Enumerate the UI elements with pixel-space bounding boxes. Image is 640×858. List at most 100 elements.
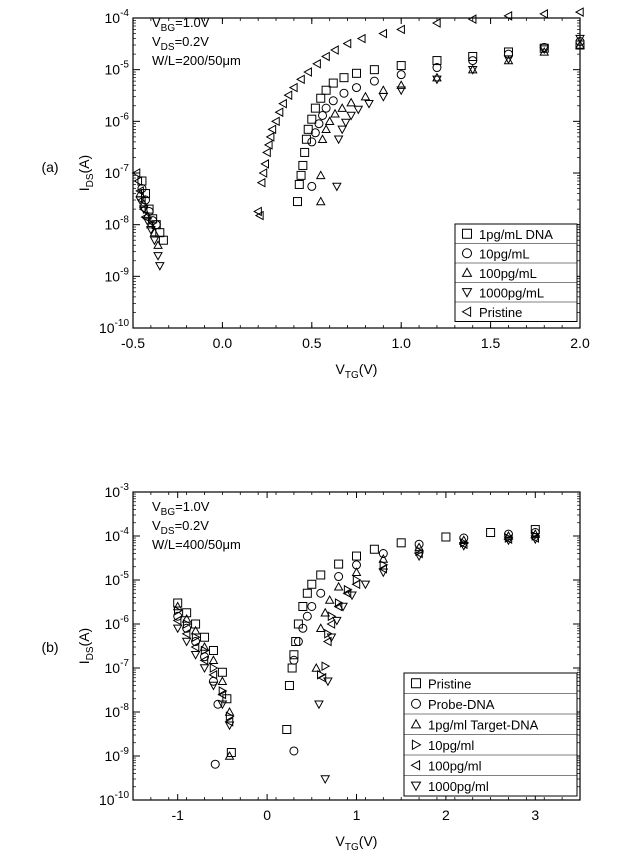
data-point [154,253,162,260]
data-point [379,550,387,558]
condition-annotation: VDS=0.2V [152,34,209,53]
data-point [288,664,296,672]
legend-label: 100pg/ml [428,758,482,773]
data-point [342,119,350,126]
data-point [297,171,305,179]
condition-annotation: W/L=200/50μm [152,53,241,68]
data-point [322,52,329,60]
data-point [340,89,348,97]
data-point [223,695,231,703]
data-point [297,75,304,83]
data-point [276,108,283,116]
data-point [317,589,325,597]
data-point [267,133,274,141]
data-point [338,104,346,111]
data-point [347,112,355,119]
x-tick-label: 0.0 [213,335,233,351]
data-point [322,662,329,670]
data-point [268,125,275,133]
y-tick-label: 10-9 [105,746,130,764]
data-point [218,677,226,684]
data-point [317,198,325,205]
y-axis-label: IDS(A) [76,155,96,191]
data-point [442,533,450,541]
data-point [361,581,369,588]
data-point [335,560,343,568]
data-point [379,86,387,93]
data-point [329,97,337,105]
data-point [279,100,286,108]
data-point [299,602,307,610]
x-tick-label: -0.5 [121,335,145,351]
legend-label: Probe-DNA [428,697,495,712]
data-point [209,656,217,663]
data-point [294,638,302,646]
y-tick-label: 10-3 [105,482,130,500]
data-point [304,68,311,76]
data-point [353,552,361,560]
data-point [365,100,373,107]
data-point [192,652,200,659]
x-axis-label: VTG(V) [336,833,378,853]
data-point [335,573,343,581]
y-tick-label: 10-7 [105,163,130,181]
data-point [285,682,293,690]
data-point [540,10,547,18]
data-point [340,74,348,82]
x-tick-label: 0.5 [302,335,322,351]
panel-label: (b) [41,639,58,655]
data-point [319,111,327,119]
data-point [370,77,378,85]
data-point [308,580,316,588]
data-point [303,612,311,620]
y-axis-label: IDS(A) [76,628,96,664]
data-point [397,62,405,70]
data-point [348,592,356,599]
y-tick-label: 10-4 [105,8,130,26]
legend-label: 1pg/ml Target-DNA [428,717,539,732]
y-tick-label: 10-8 [105,702,130,720]
chart-panel-a: -0.50.00.51.01.52.010-1010-910-810-710-6… [41,8,590,381]
data-point [353,69,361,77]
data-point [183,638,191,645]
condition-annotation: VDS=0.2V [152,518,209,537]
data-point [397,539,405,547]
data-point [327,620,334,628]
x-tick-label: 1.5 [481,335,501,351]
data-point [290,656,298,664]
data-point [333,183,341,190]
data-point [335,583,343,590]
data-point [317,94,325,102]
data-point [317,171,325,178]
panel-label: (a) [41,159,58,175]
data-point [272,117,279,125]
data-point [370,66,378,74]
legend-label: 10pg/mL [479,246,530,261]
data-point [576,8,583,16]
data-point [159,236,167,244]
data-point [370,545,378,553]
data-point [331,46,338,54]
y-tick-label: 10-6 [105,111,130,129]
x-tick-label: -1 [171,807,184,823]
legend-label: Pristine [479,305,522,320]
x-tick-label: 1 [353,807,361,823]
data-point [322,104,330,112]
data-point [209,646,217,654]
data-point [312,664,320,671]
legend-label: 100pg/mL [479,266,537,281]
data-point [322,125,330,132]
data-point [326,117,334,124]
data-point [265,141,272,149]
data-point [353,84,361,92]
data-point [321,776,329,783]
y-tick-label: 10-10 [99,318,129,336]
data-point [315,701,323,708]
data-point [487,529,495,537]
y-tick-label: 10-7 [105,658,130,676]
legend-label: 1000pg/mL [479,285,544,300]
legend-label: 10pg/ml [428,738,474,753]
data-point [301,148,309,156]
data-point [283,726,291,734]
data-point [335,136,343,143]
